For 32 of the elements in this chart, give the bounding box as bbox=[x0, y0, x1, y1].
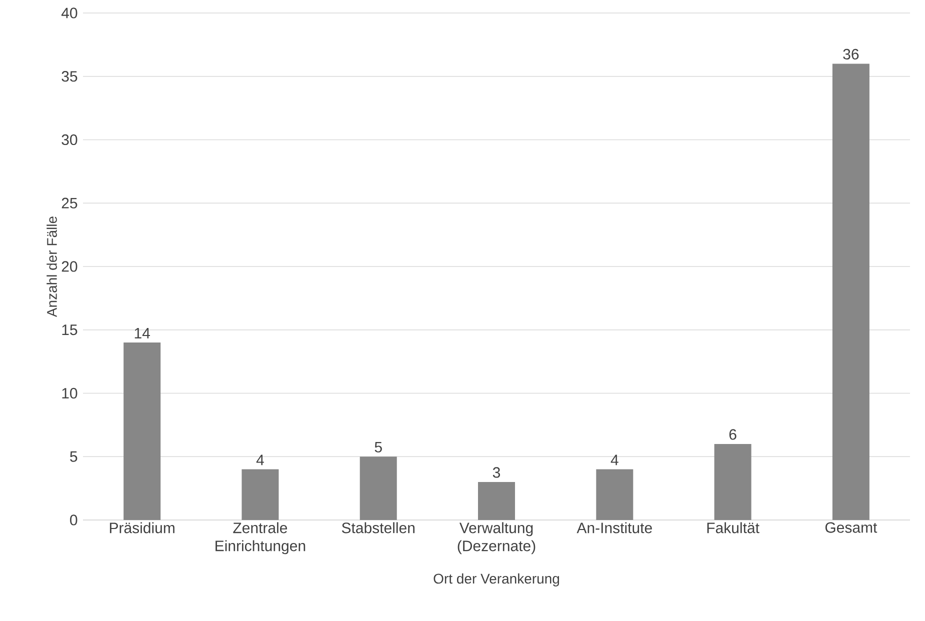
y-axis-title: Anzahl der Fälle bbox=[46, 216, 57, 318]
y-tick-label: 0 bbox=[70, 514, 78, 526]
x-axis-title: Ort der Verankerung bbox=[434, 573, 560, 586]
bar bbox=[714, 444, 752, 520]
bar bbox=[596, 469, 634, 520]
y-tick-label: 20 bbox=[62, 261, 78, 272]
data-label: 14 bbox=[134, 328, 150, 338]
bar bbox=[124, 342, 161, 520]
y-tick-label: 5 bbox=[70, 451, 78, 462]
y-tick-label: 10 bbox=[62, 388, 78, 399]
bar bbox=[360, 456, 397, 520]
y-tick-label: 15 bbox=[62, 324, 78, 336]
bar bbox=[832, 64, 870, 520]
data-label: 3 bbox=[492, 467, 500, 478]
bar bbox=[242, 469, 279, 520]
bar bbox=[478, 482, 516, 520]
data-label: 6 bbox=[729, 429, 736, 440]
x-tick-label: Zentrale Einrichtungen bbox=[216, 522, 306, 554]
data-label: 36 bbox=[843, 48, 859, 60]
y-tick-label: 25 bbox=[62, 198, 78, 208]
x-tick-label: Stabstellen bbox=[342, 522, 414, 534]
y-tick-label: 35 bbox=[62, 71, 78, 82]
y-tick-label: 30 bbox=[62, 134, 78, 146]
y-tick-label: 40 bbox=[61, 8, 78, 18]
x-tick-label: Fakultät bbox=[707, 522, 760, 534]
x-tick-label: Verwaltung (Dezernate) bbox=[458, 522, 536, 554]
x-tick-label: Gesamt bbox=[825, 522, 878, 533]
x-tick-label: Präsidium bbox=[110, 522, 174, 534]
data-label: 4 bbox=[610, 454, 618, 466]
x-tick-label: An-Institute bbox=[576, 522, 652, 534]
data-label: 4 bbox=[256, 454, 264, 466]
data-label: 5 bbox=[374, 442, 382, 452]
